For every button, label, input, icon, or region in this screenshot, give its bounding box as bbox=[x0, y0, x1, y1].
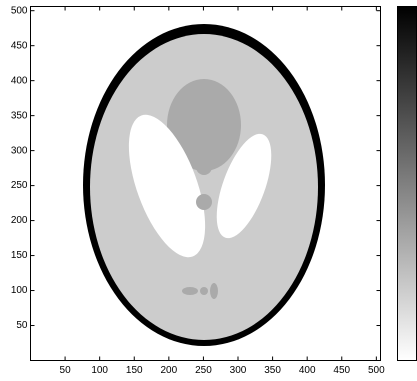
small-circle bbox=[196, 194, 212, 210]
small-circle bbox=[200, 287, 208, 295]
y-tick-label: 350 bbox=[11, 110, 28, 121]
y-tick-label: 450 bbox=[11, 40, 28, 51]
y-tick-label: 50 bbox=[16, 320, 28, 331]
x-tick-label: 500 bbox=[368, 365, 385, 376]
y-tick-label: 300 bbox=[11, 145, 28, 156]
colorbar bbox=[398, 7, 417, 361]
phantom-image bbox=[83, 24, 325, 346]
y-tick-label: 100 bbox=[11, 285, 28, 296]
small-circle bbox=[196, 159, 212, 175]
y-tick-label: 400 bbox=[11, 75, 28, 86]
x-tick-label: 450 bbox=[333, 365, 350, 376]
small-ellipse bbox=[210, 283, 218, 299]
x-tick-label: 350 bbox=[264, 365, 281, 376]
x-tick-label: 200 bbox=[160, 365, 177, 376]
y-tick-label: 500 bbox=[11, 5, 28, 16]
x-tick-label: 400 bbox=[299, 365, 316, 376]
x-tick-label: 50 bbox=[60, 365, 72, 376]
y-tick-label: 150 bbox=[11, 250, 28, 261]
y-tick-label: 200 bbox=[11, 215, 28, 226]
chart: 50 100 150 200 250 300 350 400 450 500 50 100 150 200… bbox=[0, 0, 417, 381]
small-ellipse bbox=[182, 287, 198, 295]
y-tick-label: 250 bbox=[11, 180, 28, 191]
x-tick-label: 300 bbox=[230, 365, 247, 376]
x-tick-label: 100 bbox=[91, 365, 108, 376]
x-tick-label: 250 bbox=[195, 365, 212, 376]
x-tick-label: 150 bbox=[126, 365, 143, 376]
